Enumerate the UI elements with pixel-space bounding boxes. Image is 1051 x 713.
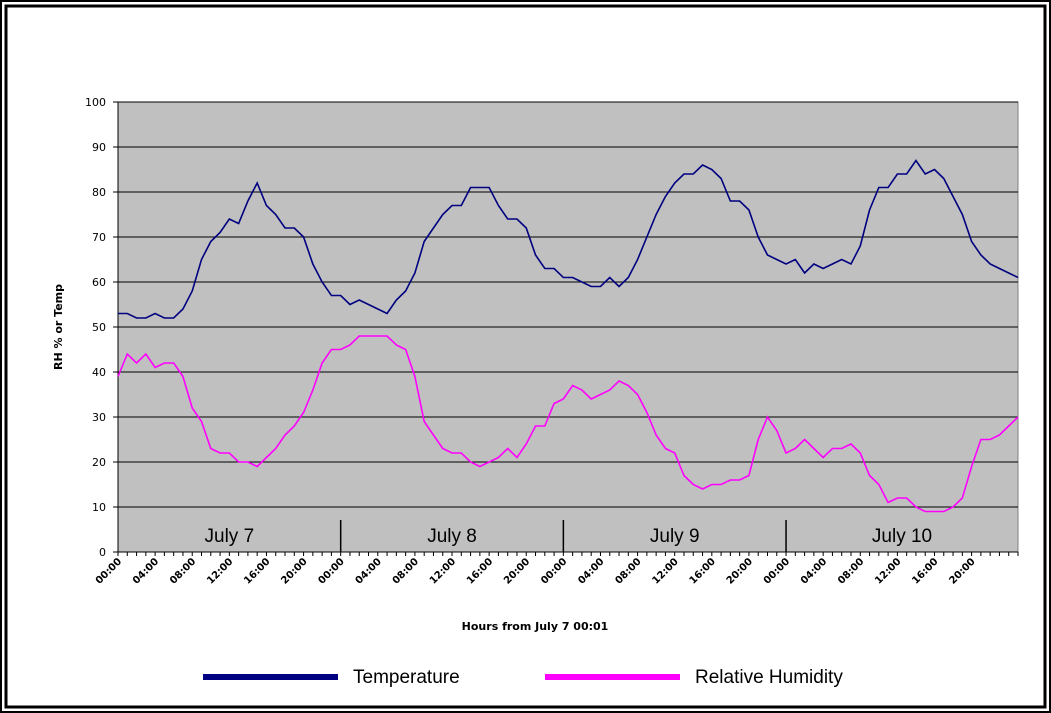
y-tick-label: 10 (92, 501, 106, 514)
y-tick-label: 80 (92, 186, 106, 199)
y-tick-label: 20 (92, 456, 106, 469)
legend-label: Temperature (353, 667, 460, 688)
annotation: July 10 (872, 526, 932, 547)
y-tick-label: 70 (92, 231, 106, 244)
annotation: July 9 (650, 526, 700, 547)
y-tick-label: 30 (92, 411, 106, 424)
y-tick-label: 60 (92, 276, 106, 289)
y-tick-label: 50 (92, 321, 106, 334)
series-line (117, 335, 1019, 513)
y-tick-label: 40 (92, 366, 106, 379)
annotation: July 8 (427, 526, 477, 547)
y-tick-label: 100 (85, 96, 106, 109)
y-tick-label: 0 (99, 546, 106, 559)
x-axis-title: Hours from July 7 00:01 (462, 620, 609, 633)
y-tick-label: 90 (92, 141, 106, 154)
y-axis-title: RH % or Temp (52, 284, 65, 370)
legend-label: Relative Humidity (695, 667, 843, 688)
series-line (118, 159, 1019, 319)
inner-border (4, 4, 1047, 709)
annotation: July 7 (205, 526, 255, 547)
